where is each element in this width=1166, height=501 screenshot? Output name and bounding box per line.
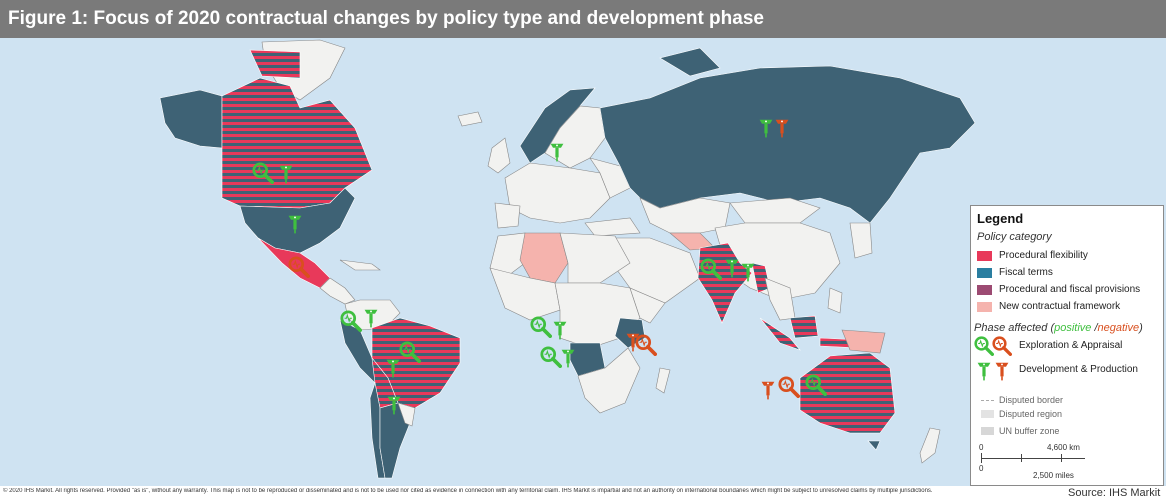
magnifier-icon [974,336,994,356]
caribbean [339,259,381,271]
ukraine-belarus [589,157,631,199]
policy-category-heading: Policy category [977,231,1052,243]
map-canvas [159,39,976,479]
title-bar: Figure 1: Focus of 2020 contractual chan… [0,0,1166,38]
procedural-and-fiscal-swatch [977,285,992,295]
figure-title: Figure 1: Focus of 2020 contractual chan… [8,8,764,29]
exploration-appraisal-label: Exploration & Appraisal [1019,340,1123,351]
procedural-flexibility-swatch [977,251,992,261]
indonesia-borneo [789,315,819,339]
kenya-tanzania [614,317,646,349]
turkey [584,217,641,237]
russia-islands [659,47,721,77]
iceland [457,111,483,127]
alaska [159,89,223,149]
iberia [494,202,521,229]
uruguay-paraguay [397,402,416,427]
exploration-icons [974,336,1012,356]
drilling-rig-icon [994,361,1010,381]
mongolia [729,197,821,224]
development-icons [976,361,1010,381]
disputed-region-swatch [981,410,994,418]
map-legend: Legend Policy category Procedural flexib… [970,205,1164,486]
canada-islands [249,49,301,79]
papua [841,329,886,354]
new-framework-swatch [977,302,992,312]
continental-europe [504,162,611,224]
morocco-west [489,232,526,279]
central-america [319,277,356,305]
disputed-border-swatch [981,400,994,401]
india [697,242,753,324]
fiscal-terms-swatch [977,268,992,278]
source-label: Source: IHS Markit [1068,487,1161,499]
east-africa-horn [629,287,666,324]
philippines [827,287,843,314]
southeast-asia [764,277,796,321]
indonesia-sumatra [759,317,801,351]
algeria [519,232,569,284]
magnifier-icon [992,336,1012,356]
southern-africa [577,347,641,414]
legend-title: Legend [977,211,1024,226]
australia [799,352,896,434]
korea-japan [849,222,873,259]
uk-ireland [487,137,511,174]
usa [239,187,356,254]
un-buffer-zone-swatch [981,427,994,435]
phase-affected-heading: Phase affected (positive /negative) [974,322,1143,334]
new-zealand [919,427,941,464]
madagascar [655,367,671,394]
development-production-label: Development & Production [1019,364,1138,375]
drilling-rig-icon [976,361,992,381]
copyright-note: © 2020 IHS Markit. All rights reserved. … [3,488,933,494]
tasmania [867,440,881,451]
